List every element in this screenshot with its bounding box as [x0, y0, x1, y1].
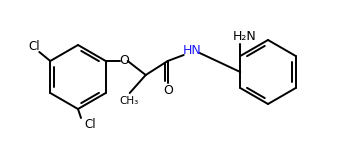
Text: HN: HN [182, 44, 201, 58]
Text: H₂N: H₂N [233, 31, 256, 44]
Text: Cl: Cl [84, 119, 96, 131]
Text: CH₃: CH₃ [119, 96, 138, 106]
Text: O: O [119, 55, 129, 67]
Text: Cl: Cl [28, 40, 40, 53]
Text: O: O [163, 84, 173, 97]
